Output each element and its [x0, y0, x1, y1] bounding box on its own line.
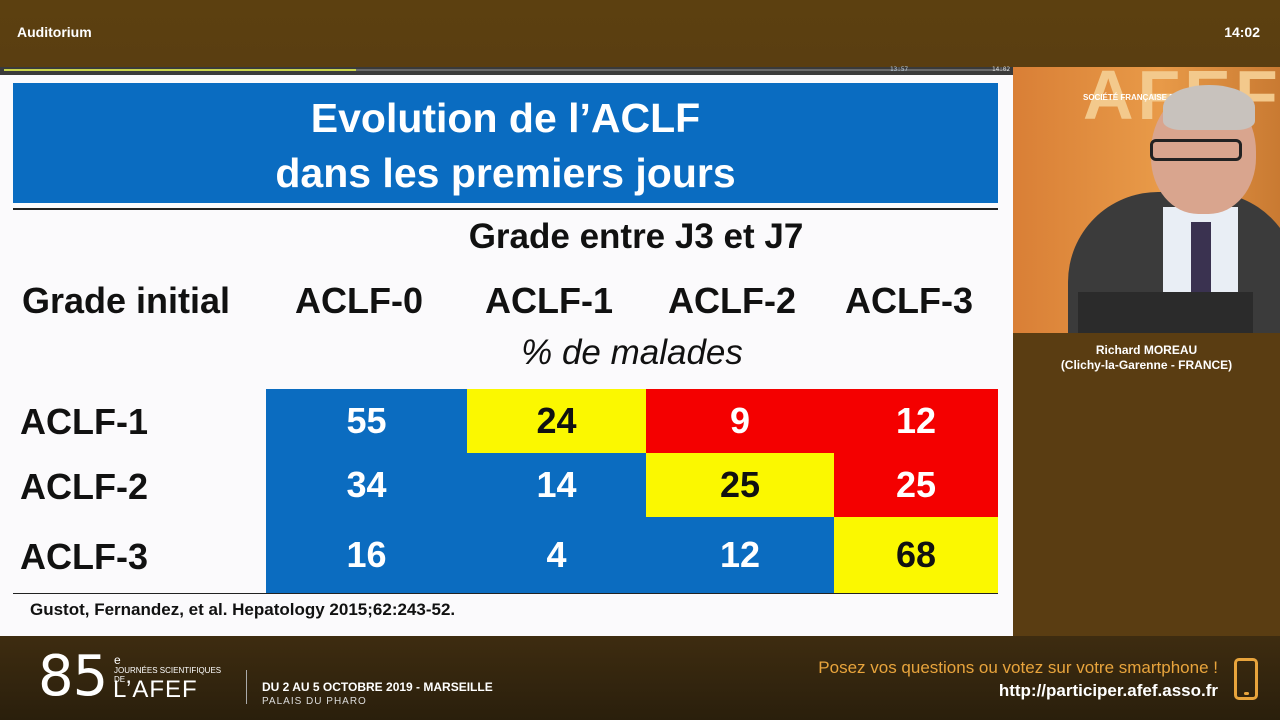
elapsed-time: 13:57 — [890, 66, 909, 73]
row-label: ACLF-2 — [20, 466, 148, 507]
table-cell: 14 — [467, 453, 646, 517]
participation-link[interactable]: http://participer.afef.asso.fr — [998, 681, 1218, 700]
column-header: ACLF-2 — [668, 280, 796, 321]
edition-superscript: e — [114, 653, 121, 667]
slide-title-line-1: Evolution de l’ACLF — [310, 95, 701, 141]
footer-separator — [246, 670, 247, 704]
top-bar: Auditorium 14:02 — [0, 0, 1280, 67]
table-cell: 55 — [266, 389, 467, 453]
table-cell: 9 — [646, 389, 834, 453]
progress-fill — [4, 69, 356, 71]
clock: 14:02 — [1224, 24, 1260, 40]
table-cell: 68 — [834, 517, 998, 593]
table-cell: 16 — [266, 517, 467, 593]
table-cell: 24 — [467, 389, 646, 453]
table-cell: 4 — [467, 517, 646, 593]
journees-line-1: JOURNÉES SCIENTIFIQUES — [114, 666, 222, 675]
table-cell: 12 — [646, 517, 834, 593]
table-cell: 34 — [266, 453, 467, 517]
slide-title: Evolution de l’ACLF dans les premiers jo… — [13, 83, 998, 203]
progress-track[interactable] — [4, 69, 1009, 71]
column-header: ACLF-3 — [845, 280, 973, 321]
questions-prompt: Posez vos questions ou votez sur votre s… — [818, 658, 1218, 677]
citation: Gustot, Fernandez, et al. Hepatology 201… — [30, 600, 456, 619]
smartphone-icon — [1234, 658, 1258, 700]
room-name: Auditorium — [17, 24, 92, 40]
backdrop-subtitle: SOCIÉTÉ FRANÇAISE D'HÉPATOLOGIE — [1083, 93, 1234, 102]
speaker-affiliation: (Clichy-la-Garenne - FRANCE) — [1060, 358, 1233, 372]
row-header-label: Grade initial — [22, 280, 231, 321]
footer-banner: 85 e JOURNÉES SCIENTIFIQUES DE L’AFEF DU… — [0, 636, 1280, 720]
speaker-tie — [1191, 222, 1211, 302]
table-bottom-rule — [13, 593, 998, 594]
journees-label: JOURNÉES SCIENTIFIQUES DE — [114, 666, 221, 684]
table-subheading: Grade entre J3 et J7 — [468, 217, 804, 256]
total-time: 14:02 — [992, 66, 1011, 73]
speaker-glasses — [1150, 139, 1242, 161]
event-dates: DU 2 AU 5 OCTOBRE 2019 - MARSEILLE — [262, 680, 493, 694]
speaker-caption: Richard MOREAU (Clichy-la-Garenne - FRAN… — [1013, 343, 1280, 373]
speaker-name: Richard MOREAU — [1095, 343, 1198, 357]
table-cell: 25 — [834, 453, 998, 517]
column-header: ACLF-0 — [295, 280, 423, 321]
podium — [1078, 292, 1253, 333]
unit-label: % de malades — [521, 333, 743, 372]
speaker-hair — [1163, 85, 1255, 130]
title-divider — [13, 208, 998, 210]
row-label: ACLF-3 — [20, 536, 148, 577]
event-venue: PALAIS DU PHARO — [262, 696, 367, 707]
journees-line-2: DE — [114, 675, 126, 684]
player-progress-bar[interactable]: 13:57 14:02 — [0, 66, 1013, 75]
table-cell: 25 — [646, 453, 834, 517]
row-label: ACLF-1 — [20, 401, 148, 442]
speaker-video: AFEF SOCIÉTÉ FRANÇAISE D'HÉPATOLOGIE — [1013, 67, 1280, 333]
edition-number: 85 — [38, 644, 108, 709]
column-header: ACLF-1 — [485, 280, 613, 321]
org-logo-text: L’AFEF — [113, 676, 198, 703]
presentation-slide: Evolution de l’ACLF dans les premiers jo… — [0, 75, 1013, 636]
table-cell: 12 — [834, 389, 998, 453]
slide-title-line-2: dans les premiers jours — [275, 150, 736, 196]
